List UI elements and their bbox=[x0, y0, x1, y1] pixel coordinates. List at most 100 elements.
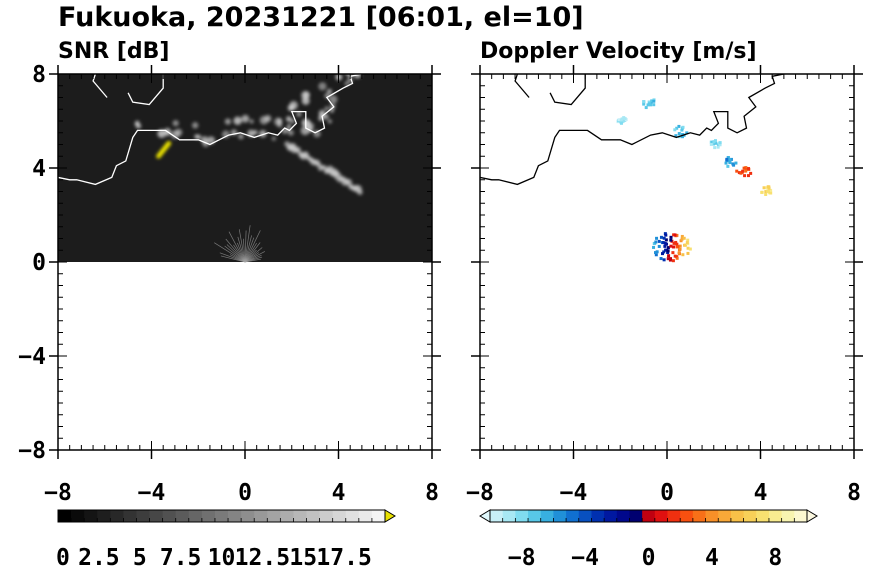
doppler-echo-pixel bbox=[685, 241, 689, 245]
doppler-echo-pixel bbox=[663, 244, 667, 248]
doppler-echo-pixel bbox=[731, 162, 735, 166]
doppler-echo-pixel bbox=[710, 140, 714, 144]
snr-colorbar-segment bbox=[201, 510, 216, 522]
snr-echo bbox=[287, 123, 292, 128]
snr-colorbar-segment bbox=[267, 510, 281, 522]
snr-echo bbox=[233, 116, 242, 125]
doppler-x-tick-label: −8 bbox=[466, 480, 494, 506]
snr-y-tick-label: 8 bbox=[32, 62, 46, 88]
snr-clutter-ray bbox=[228, 231, 246, 263]
snr-colorbar-tick-label: 15 bbox=[289, 545, 317, 571]
snr-clutter-ray bbox=[244, 230, 247, 263]
snr-echo bbox=[324, 106, 329, 111]
snr-echo bbox=[345, 179, 353, 186]
doppler-colorbar-segment bbox=[743, 510, 757, 522]
doppler-colorbar-segment bbox=[528, 510, 542, 522]
doppler-echo-pixel bbox=[657, 239, 661, 243]
doppler-echo-pixel bbox=[659, 235, 663, 239]
doppler-echo-pixel bbox=[675, 256, 679, 260]
doppler-colorbar-segment bbox=[680, 510, 694, 522]
snr-colorbar-tick-label: 12.5 bbox=[235, 545, 290, 571]
doppler-echo-pixel bbox=[747, 167, 751, 171]
doppler-echo-pixel bbox=[671, 259, 675, 263]
doppler-echo-pixel bbox=[677, 251, 681, 255]
doppler-echo-pixel bbox=[684, 243, 688, 247]
snr-echo bbox=[318, 112, 325, 119]
doppler-echo-pixel bbox=[644, 106, 648, 110]
doppler-coastline-bay bbox=[549, 74, 586, 106]
doppler-colorbar-frame bbox=[489, 509, 808, 523]
snr-echo bbox=[324, 92, 331, 99]
snr-clutter-ray bbox=[244, 251, 266, 263]
snr-echo bbox=[296, 111, 302, 117]
snr-clutter-ray bbox=[233, 244, 246, 263]
doppler-echo-pixel bbox=[688, 247, 692, 251]
doppler-echo-pixel bbox=[675, 126, 679, 130]
doppler-echo-pixel bbox=[659, 257, 663, 261]
doppler-echo-pixel bbox=[655, 236, 659, 240]
doppler-echo-pixel bbox=[714, 141, 718, 145]
snr-echo bbox=[322, 165, 327, 170]
doppler-colorbar-tick-label: −8 bbox=[508, 545, 536, 571]
doppler-colorbar-segment bbox=[591, 510, 605, 522]
snr-clutter-ray bbox=[244, 225, 251, 263]
doppler-echo-pixel bbox=[675, 245, 679, 249]
doppler-echo-pixel bbox=[655, 250, 659, 254]
doppler-echo-pixel bbox=[680, 234, 684, 238]
doppler-echo-pixel bbox=[741, 169, 745, 173]
snr-x-tick-label: −4 bbox=[138, 480, 166, 506]
doppler-echo-pixel bbox=[663, 241, 667, 245]
snr-echo bbox=[194, 134, 199, 139]
doppler-colorbar-segment bbox=[718, 510, 732, 522]
doppler-echo-pixel bbox=[728, 158, 732, 162]
snr-colorbar-tick-label: 0 bbox=[56, 545, 70, 571]
snr-echo bbox=[344, 81, 349, 86]
snr-echo bbox=[174, 128, 183, 137]
doppler-echo-pixel bbox=[762, 186, 766, 190]
snr-echo bbox=[172, 120, 179, 127]
doppler-colorbar-over-arrow bbox=[806, 509, 818, 523]
snr-x-tick-label: 8 bbox=[425, 480, 439, 506]
doppler-colorbar-segment bbox=[781, 510, 795, 522]
doppler-echo-pixel bbox=[647, 100, 651, 104]
snr-colorbar-segment bbox=[358, 510, 373, 522]
doppler-echo-pixel bbox=[716, 145, 720, 149]
doppler-echo-pixel bbox=[652, 103, 656, 107]
snr-clutter-ray bbox=[225, 238, 246, 263]
snr-strong-echo bbox=[166, 140, 172, 146]
snr-colorbar-segment bbox=[293, 510, 307, 522]
doppler-echo-pixel bbox=[735, 169, 739, 173]
doppler-echo-pixel bbox=[685, 131, 689, 135]
doppler-echo-pixel bbox=[672, 241, 676, 245]
doppler-echo-pixel bbox=[686, 246, 690, 250]
snr-clutter-ray bbox=[219, 252, 246, 263]
doppler-echo-pixel bbox=[657, 244, 661, 248]
doppler-echo-pixel bbox=[669, 257, 673, 261]
doppler-echo-pixel bbox=[714, 139, 718, 143]
doppler-colorbar-segment bbox=[604, 510, 618, 522]
doppler-colorbar-segment bbox=[642, 510, 656, 522]
doppler-colorbar-tick-label: 0 bbox=[642, 545, 656, 571]
snr-x-tick-label: 0 bbox=[238, 480, 252, 506]
doppler-echo-pixel bbox=[652, 99, 656, 103]
doppler-coastline bbox=[480, 74, 785, 186]
snr-colorbar-segment bbox=[84, 510, 98, 522]
doppler-echo-pixel bbox=[678, 247, 682, 251]
doppler-echo-pixel bbox=[749, 171, 753, 175]
snr-echo bbox=[351, 62, 358, 69]
doppler-echo-pixel bbox=[764, 193, 768, 197]
snr-echo bbox=[238, 133, 244, 140]
snr-colorbar-segment bbox=[332, 510, 347, 522]
snr-clutter-ray bbox=[214, 242, 246, 263]
doppler-x-tick-label: −4 bbox=[560, 480, 588, 506]
doppler-echo-pixel bbox=[619, 121, 623, 125]
snr-echo bbox=[295, 147, 301, 153]
snr-colorbar-segment bbox=[136, 510, 150, 522]
doppler-echo-pixel bbox=[680, 128, 684, 132]
snr-clutter-ray bbox=[244, 247, 263, 263]
snr-echo bbox=[302, 91, 310, 99]
snr-clutter-ray bbox=[226, 244, 246, 263]
doppler-x-tick-label: 8 bbox=[847, 480, 861, 506]
snr-colorbar-segment bbox=[280, 510, 294, 522]
